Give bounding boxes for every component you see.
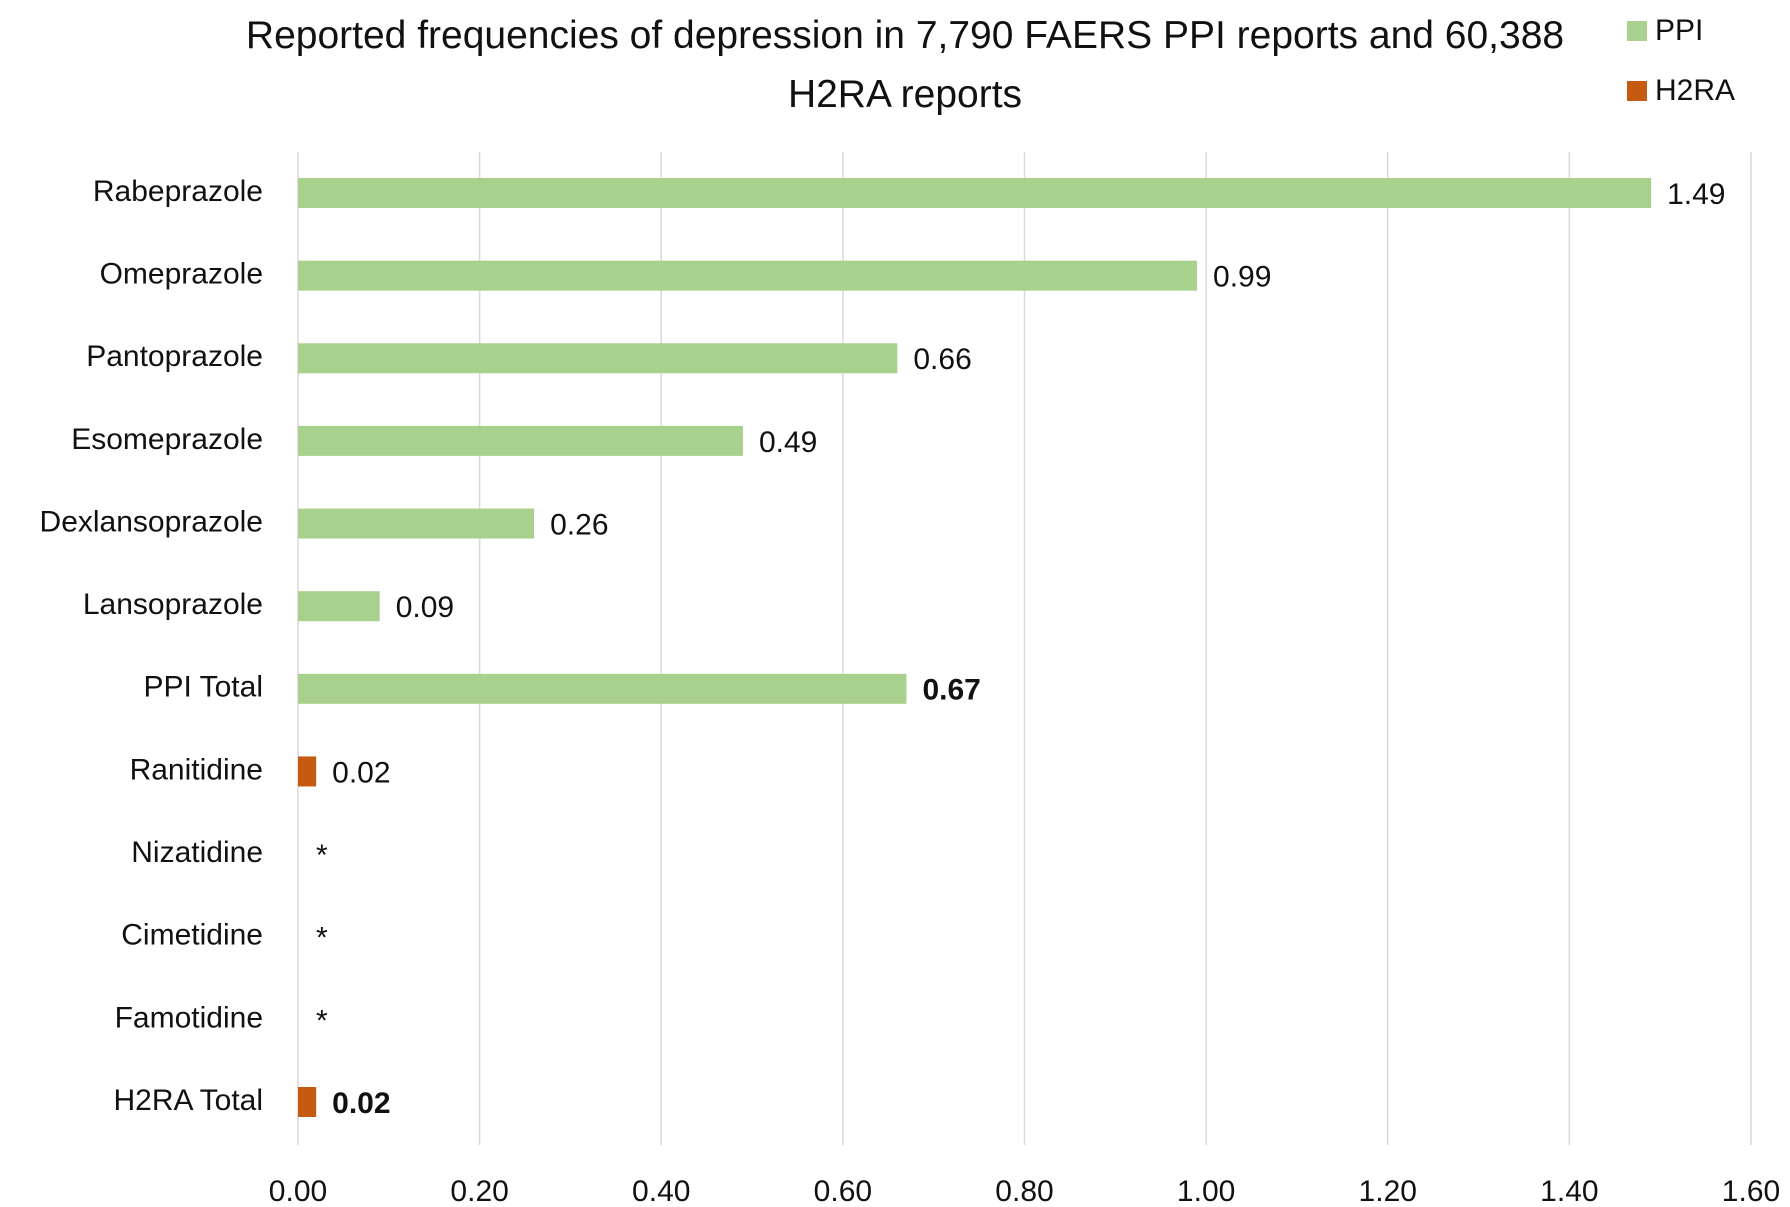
y-tick-label: Rabeprazole <box>93 175 263 208</box>
legend-swatch <box>1627 81 1647 101</box>
data-label: 0.49 <box>759 426 817 459</box>
bar <box>298 425 743 456</box>
data-label: * <box>316 839 328 872</box>
y-tick-label: Esomeprazole <box>71 423 263 456</box>
x-tick-label: 0.80 <box>995 1175 1053 1207</box>
bar <box>298 591 380 622</box>
data-label: 1.49 <box>1667 178 1725 211</box>
legend-label: PPI <box>1655 14 1703 47</box>
legend-label: H2RA <box>1655 74 1735 107</box>
data-label: 0.09 <box>396 591 454 624</box>
y-tick-label: Cimetidine <box>121 919 263 952</box>
y-tick-label: Pantoprazole <box>86 340 263 373</box>
data-label: * <box>316 1004 328 1037</box>
y-tick-label: Nizatidine <box>131 836 263 869</box>
x-tick-label: 0.60 <box>814 1175 872 1207</box>
data-label: * <box>316 922 328 955</box>
bar <box>298 756 317 787</box>
y-tick-label: H2RA Total <box>113 1084 263 1117</box>
x-tick-label: 1.40 <box>1540 1175 1598 1207</box>
x-tick-label: 0.20 <box>450 1175 508 1207</box>
x-tick-label: 1.60 <box>1722 1175 1780 1207</box>
bar <box>298 260 1198 291</box>
data-label: 0.67 <box>922 674 980 707</box>
bar <box>298 1087 317 1117</box>
y-tick-label: Ranitidine <box>130 753 263 786</box>
y-tick-label: Omeprazole <box>100 258 263 291</box>
x-tick-label: 1.00 <box>1177 1175 1235 1207</box>
data-label: 0.02 <box>332 1087 390 1120</box>
chart-title: Reported frequencies of depression in 7,… <box>245 14 1565 116</box>
y-tick-label: Lansoprazole <box>83 588 263 621</box>
data-label: 0.26 <box>550 508 608 541</box>
legend-swatch <box>1627 21 1647 41</box>
bar <box>298 343 898 374</box>
bar <box>298 508 535 539</box>
x-tick-label: 0.00 <box>269 1175 327 1207</box>
x-tick-label: 0.40 <box>632 1175 690 1207</box>
bar <box>298 673 907 704</box>
data-label: 0.02 <box>332 756 390 789</box>
y-tick-label: PPI Total <box>143 671 263 704</box>
x-tick-label: 1.20 <box>1359 1175 1417 1207</box>
bar <box>298 178 1652 208</box>
y-tick-label: Famotidine <box>115 1001 263 1034</box>
y-tick-label: Dexlansoprazole <box>40 505 263 538</box>
data-label: 0.99 <box>1213 261 1271 294</box>
data-label: 0.66 <box>913 343 971 376</box>
